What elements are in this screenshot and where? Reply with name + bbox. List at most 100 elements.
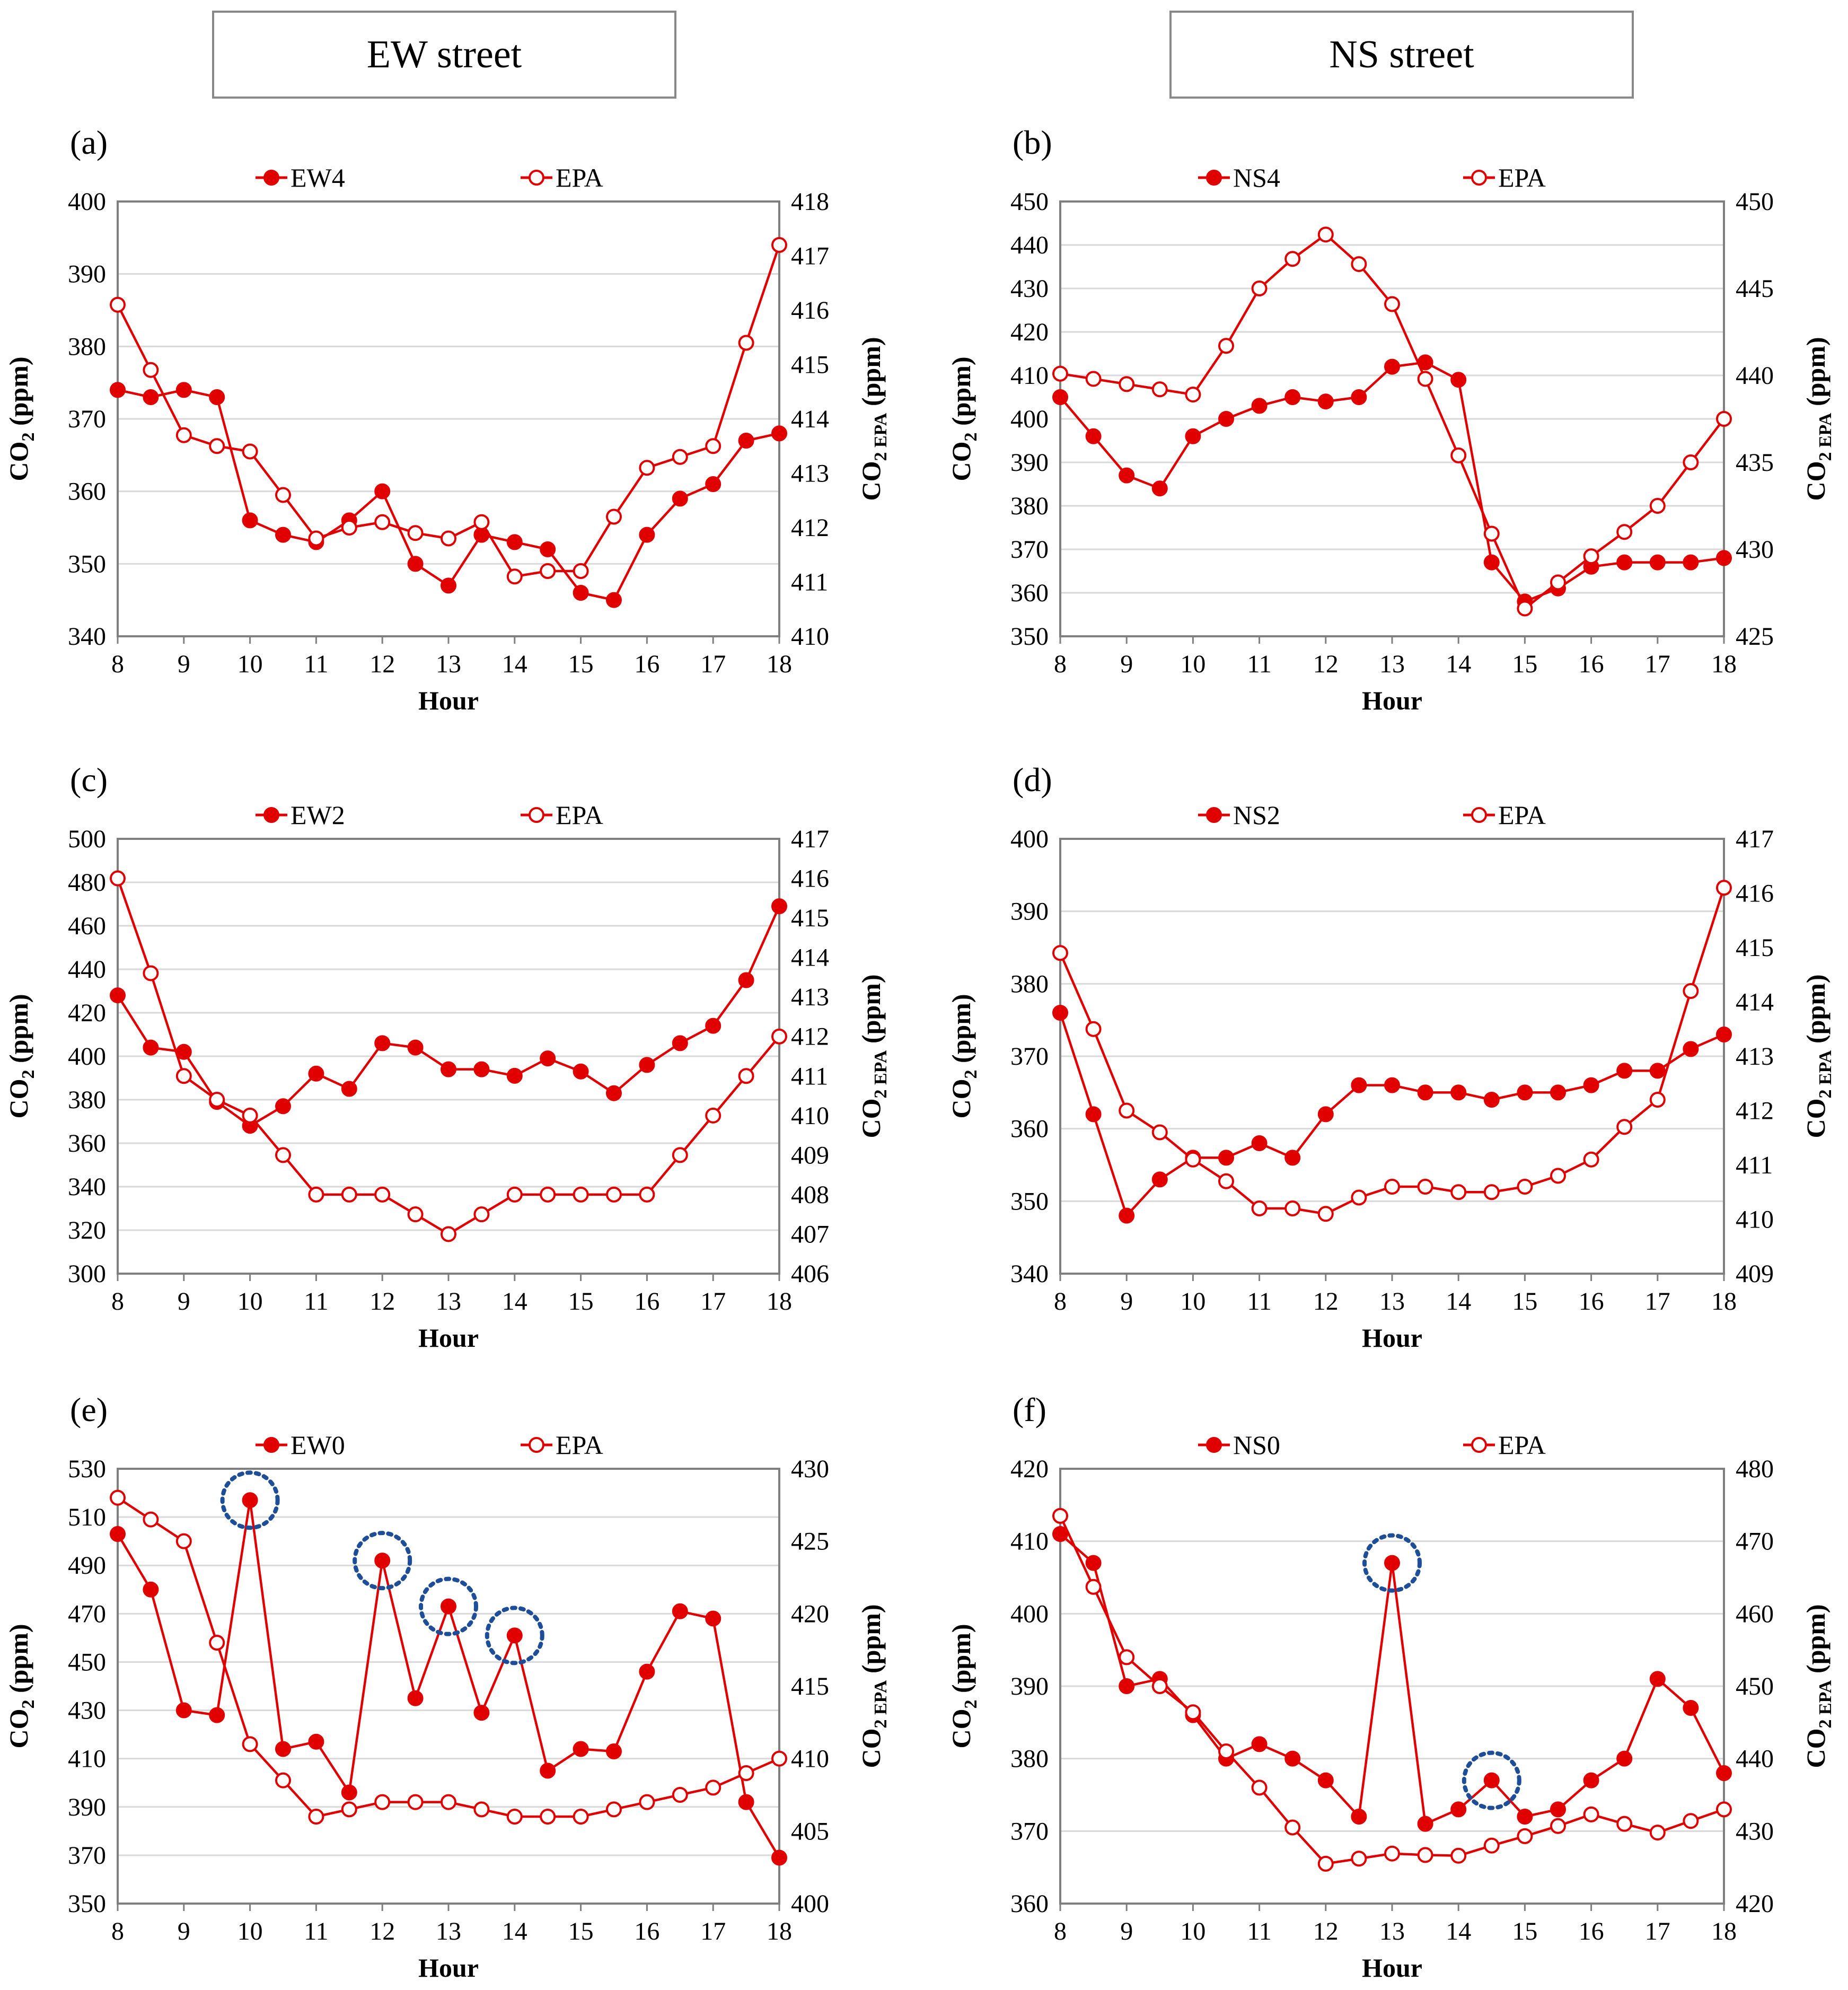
- data-point-epa: [771, 237, 787, 253]
- x-tick-label: 12: [369, 1917, 395, 1945]
- data-point-epa: [1284, 1819, 1301, 1836]
- data-point-epa: [540, 563, 556, 579]
- data-point-epa: [110, 1489, 126, 1506]
- data-point-ns4: [1218, 411, 1234, 427]
- x-axis-title: Hour: [418, 1953, 479, 1983]
- x-tick-label: 17: [700, 1917, 726, 1945]
- data-point-ew2: [407, 1039, 424, 1056]
- y-left-tick-label: 350: [1010, 1187, 1049, 1215]
- y-left-tick-label: 360: [1010, 1890, 1049, 1918]
- y-right-tick-label: 414: [1736, 988, 1774, 1016]
- y-left-tick-label: 360: [68, 478, 106, 506]
- data-point-ns4: [1384, 358, 1400, 375]
- data-point-ns4: [1616, 554, 1633, 571]
- data-point-epa: [1351, 256, 1367, 273]
- data-point-epa: [1218, 338, 1234, 354]
- x-tick-label: 18: [1711, 1917, 1737, 1945]
- data-point-ns0: [1683, 1700, 1699, 1716]
- data-point-epa: [1450, 447, 1467, 463]
- data-point-epa: [275, 1772, 291, 1789]
- data-point-epa: [1716, 880, 1732, 896]
- highlight-circle: [1362, 1533, 1422, 1593]
- data-point-epa: [506, 1186, 523, 1203]
- x-tick-label: 10: [237, 1917, 263, 1945]
- data-point-epa: [639, 1794, 655, 1810]
- data-point-ew4: [738, 433, 754, 449]
- y-right-tick-label: 430: [1736, 1817, 1774, 1845]
- data-point-ew0: [407, 1690, 424, 1706]
- data-point-ew2: [308, 1065, 324, 1082]
- data-point-epa: [1417, 1179, 1433, 1195]
- data-point-epa: [738, 335, 754, 351]
- y-right-tick-label: 410: [791, 1745, 829, 1773]
- data-point-epa: [1683, 983, 1699, 999]
- data-point-ew4: [143, 389, 159, 405]
- x-axis-title: Hour: [418, 686, 479, 715]
- data-point-ns4: [1317, 393, 1334, 410]
- data-point-ew0: [143, 1581, 159, 1598]
- data-point-epa: [110, 870, 126, 887]
- y-left-tick-label: 340: [1010, 1260, 1049, 1288]
- data-point-epa: [1185, 1704, 1201, 1721]
- legend-marker: [1471, 170, 1487, 186]
- data-point-epa: [1218, 1173, 1234, 1189]
- x-tick-label: 13: [436, 1287, 461, 1316]
- data-point-ns2: [1284, 1150, 1301, 1166]
- y-right-tick-label: 420: [1736, 1890, 1774, 1918]
- data-point-epa: [606, 509, 622, 525]
- data-point-ew4: [639, 527, 655, 543]
- x-tick-label: 11: [1247, 1917, 1271, 1945]
- data-point-epa: [209, 1092, 225, 1108]
- y-right-axis-title: CO2 EPA (ppm): [1801, 974, 1835, 1138]
- data-point-ns0: [1085, 1555, 1102, 1571]
- data-point-ns2: [1317, 1106, 1334, 1123]
- y-right-tick-label: 410: [791, 1102, 829, 1130]
- x-tick-label: 14: [502, 1917, 527, 1945]
- data-point-epa: [242, 443, 258, 460]
- data-point-ns0: [1384, 1555, 1400, 1571]
- x-tick-label: 14: [502, 650, 527, 678]
- y-right-tick-label: 418: [791, 188, 829, 216]
- data-point-ew0: [506, 1627, 523, 1644]
- y-right-tick-label: 411: [791, 1062, 828, 1090]
- data-point-ns4: [1483, 554, 1500, 571]
- legend-label: EW0: [291, 1430, 345, 1460]
- data-point-ew2: [639, 1057, 655, 1073]
- data-point-ns0: [1583, 1772, 1599, 1789]
- x-tick-label: 9: [1120, 1917, 1133, 1945]
- data-point-epa: [374, 1794, 391, 1810]
- data-point-epa: [1649, 1092, 1666, 1108]
- y-left-tick-label: 370: [1010, 1817, 1049, 1845]
- y-left-tick-label: 420: [1010, 318, 1049, 346]
- column-header-ns-street: NS street: [1169, 11, 1634, 99]
- data-point-epa: [1052, 1507, 1068, 1524]
- data-point-epa: [1384, 296, 1400, 312]
- data-point-epa: [341, 520, 357, 536]
- legend-marker: [263, 1437, 279, 1453]
- y-left-axis-title: CO2 (ppm): [946, 1624, 981, 1748]
- data-point-ew2: [506, 1067, 523, 1084]
- data-point-epa: [639, 1186, 655, 1203]
- x-tick-label: 10: [237, 650, 263, 678]
- data-point-epa: [1517, 600, 1533, 617]
- data-point-ew4: [275, 527, 291, 543]
- y-left-tick-label: 440: [1010, 231, 1049, 259]
- y-right-tick-label: 430: [1736, 536, 1774, 564]
- data-point-epa: [573, 1809, 589, 1825]
- data-point-epa: [1218, 1743, 1234, 1759]
- data-point-ns0: [1450, 1801, 1467, 1818]
- legend-marker: [263, 170, 279, 186]
- data-point-epa: [1417, 1847, 1433, 1863]
- data-point-ew4: [242, 512, 258, 529]
- y-right-tick-label: 406: [791, 1260, 829, 1288]
- y-right-tick-label: 412: [791, 1023, 829, 1051]
- x-tick-label: 8: [111, 1287, 124, 1316]
- data-point-ew2: [275, 1098, 291, 1115]
- data-point-epa: [1284, 1200, 1301, 1216]
- data-point-ns2: [1716, 1027, 1732, 1042]
- data-point-ns0: [1417, 1816, 1433, 1832]
- data-point-ew2: [473, 1061, 490, 1077]
- data-point-epa: [473, 514, 490, 530]
- x-tick-label: 10: [1180, 1917, 1205, 1945]
- data-point-epa: [1583, 548, 1599, 565]
